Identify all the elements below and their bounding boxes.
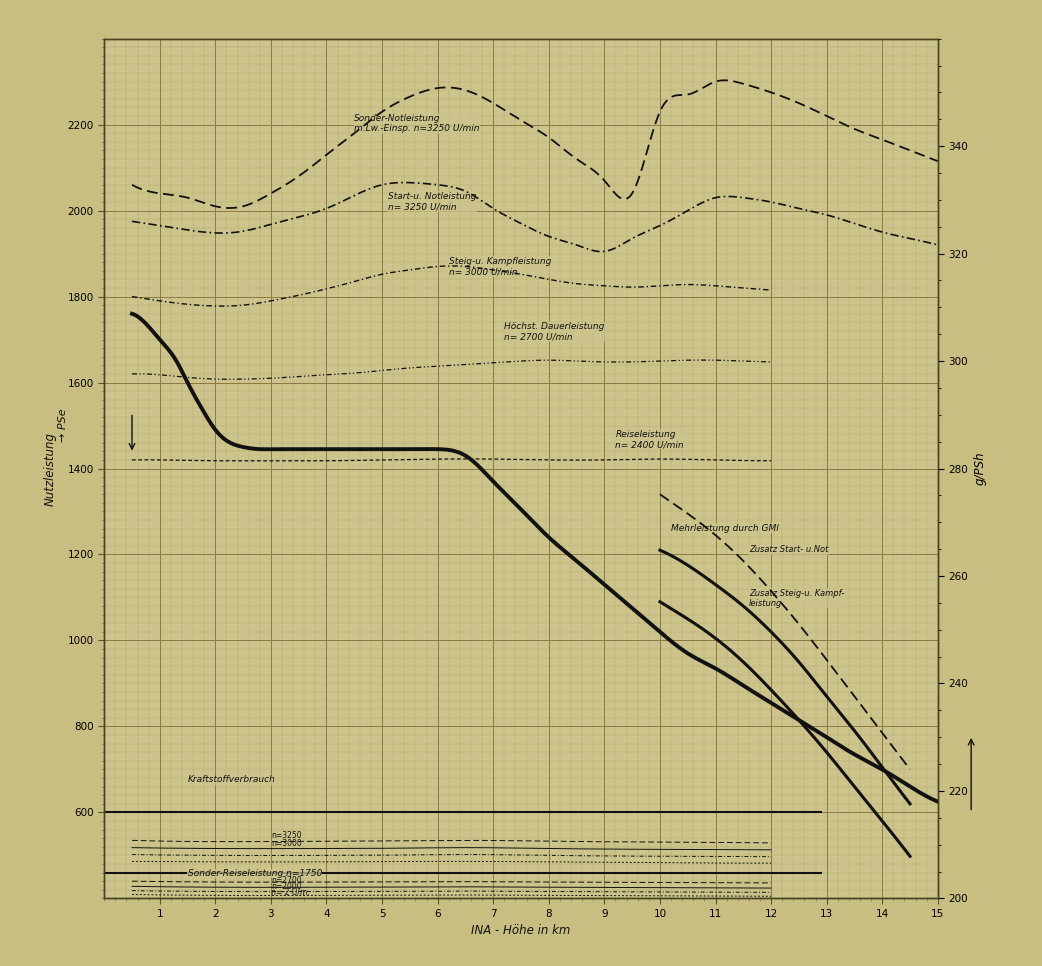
Text: Sonder-Notleistung
m.Lw.-Einsp. n=3250 U/min: Sonder-Notleistung m.Lw.-Einsp. n=3250 U… [354, 114, 479, 133]
Text: Sonder-Reiseleistung n=1750: Sonder-Reiseleistung n=1750 [188, 869, 322, 878]
Text: → PSe: → PSe [57, 409, 68, 442]
Text: Nutzleistung: Nutzleistung [44, 432, 56, 505]
Y-axis label: g/PSh: g/PSh [973, 452, 987, 485]
Text: Reiseleistung
n= 2400 U/min: Reiseleistung n= 2400 U/min [616, 430, 685, 449]
Text: Start-u. Notleistung
n= 3250 U/min: Start-u. Notleistung n= 3250 U/min [388, 192, 476, 212]
Text: n= 2 U/m.: n= 2 U/m. [271, 887, 309, 896]
Text: Steig-u. Kampfleistung
n= 3000 U/min: Steig-u. Kampfleistung n= 3000 U/min [449, 257, 551, 276]
X-axis label: INA - Höhe in km: INA - Höhe in km [471, 924, 571, 937]
Text: n=2000: n=2000 [271, 882, 301, 891]
Text: n=3250: n=3250 [271, 831, 301, 840]
Text: Zusatz Start- u.Not: Zusatz Start- u.Not [749, 546, 828, 554]
Text: n=2700: n=2700 [271, 876, 301, 885]
Text: Mehrleistung durch GMl: Mehrleistung durch GMl [671, 524, 778, 533]
Text: Zusatz Steig-u. Kampf-
leistung: Zusatz Steig-u. Kampf- leistung [749, 588, 844, 608]
Text: Höchst. Dauerleistung
n= 2700 U/min: Höchst. Dauerleistung n= 2700 U/min [504, 322, 604, 342]
Text: Kraftstoffverbrauch: Kraftstoffverbrauch [188, 776, 275, 784]
Text: n=3000: n=3000 [271, 838, 302, 848]
